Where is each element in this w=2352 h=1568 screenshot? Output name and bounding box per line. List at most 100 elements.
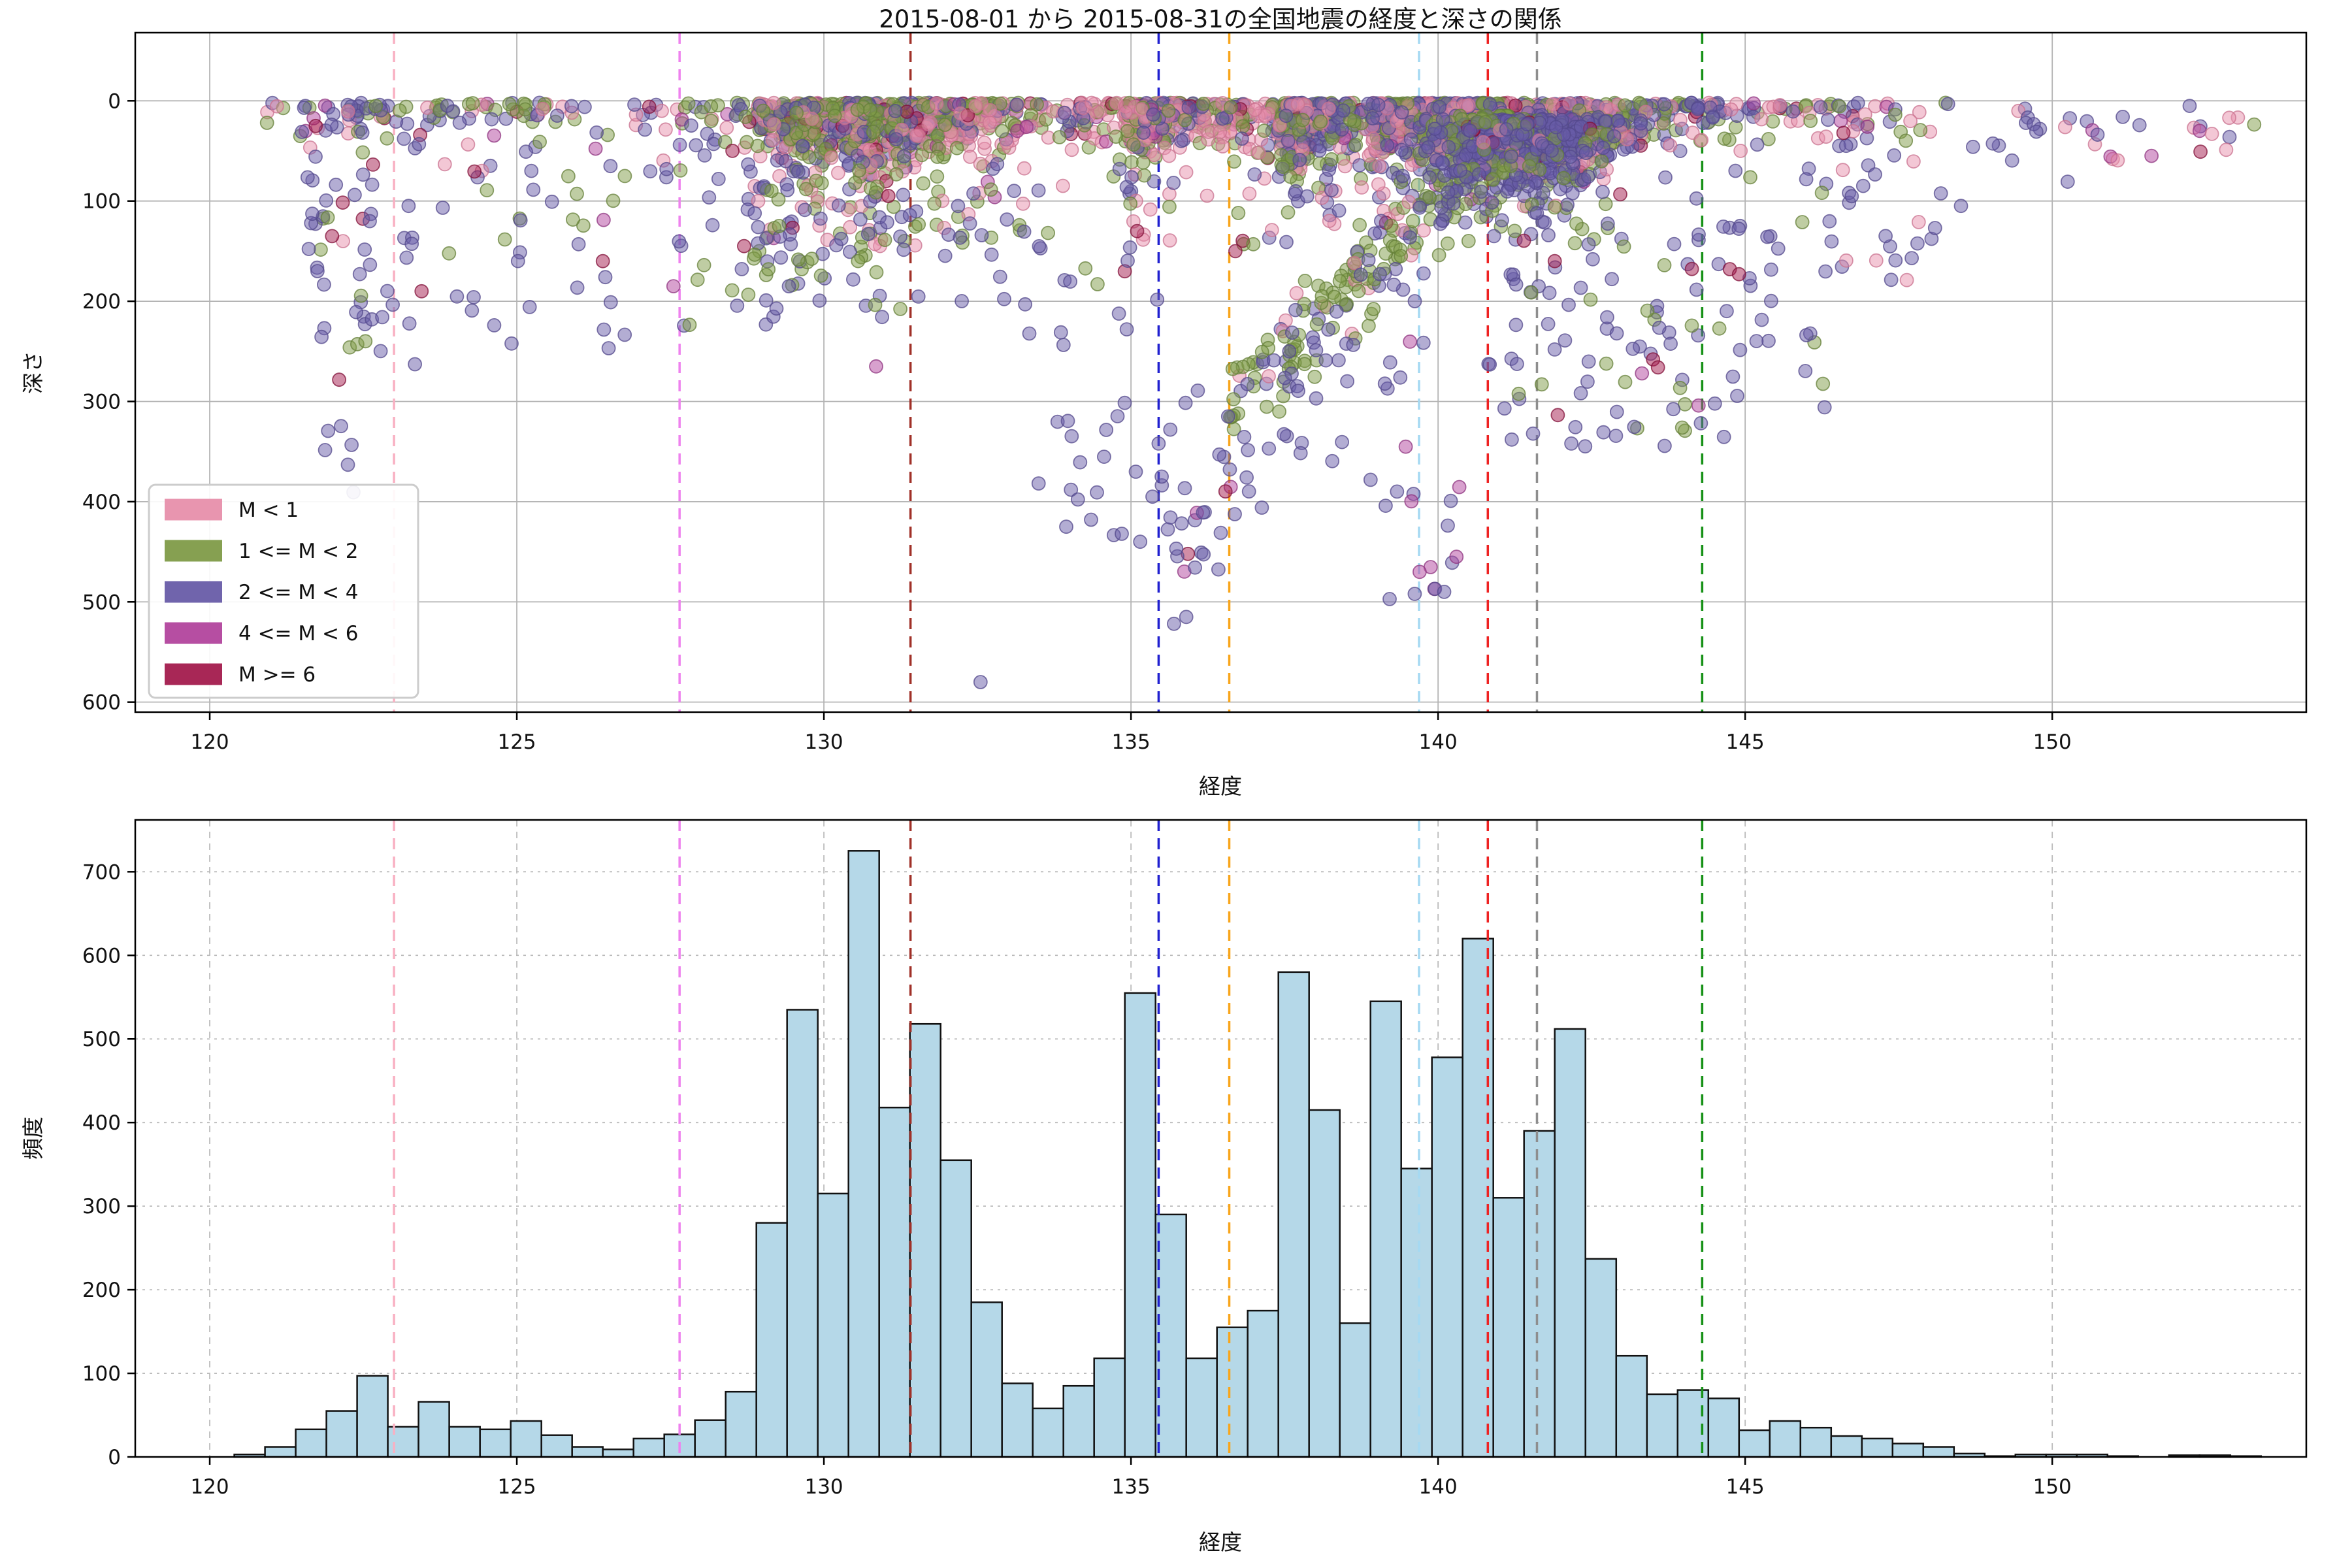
scatter-point xyxy=(1716,429,1731,444)
scatter-point xyxy=(1145,489,1160,504)
scatter-point xyxy=(734,261,749,276)
scatter-point xyxy=(1441,140,1456,155)
scatter-point xyxy=(316,277,331,292)
scatter-point xyxy=(1000,135,1015,150)
scatter-point xyxy=(673,163,688,178)
scatter-point xyxy=(1657,438,1672,453)
scatter-point xyxy=(1367,226,1382,241)
scatter-point xyxy=(1771,241,1786,256)
scatter-point xyxy=(1239,470,1254,485)
hist-bar xyxy=(632,1437,665,1458)
scatter-point xyxy=(1820,112,1835,127)
scatter-point xyxy=(385,297,400,312)
scatter-point xyxy=(690,272,705,287)
scatter-point xyxy=(994,123,1009,139)
scatter-point xyxy=(1325,453,1340,468)
scatter-point xyxy=(1124,170,1139,185)
scatter-point xyxy=(1016,196,1030,211)
x-tick-label: 130 xyxy=(804,730,843,754)
scatter-point xyxy=(1824,234,1839,249)
scatter-point xyxy=(1693,416,1708,431)
scatter-point xyxy=(601,341,616,355)
scatter-point xyxy=(550,108,564,123)
scatter-point xyxy=(1598,197,1613,212)
scatter-point xyxy=(1309,317,1324,332)
scatter-point xyxy=(759,231,774,246)
scatter-point xyxy=(1336,103,1350,118)
chart-title: 2015-08-01 から 2015-08-31の全国地震の経度と深さの関係 xyxy=(879,5,1562,33)
scatter-point xyxy=(1315,289,1330,304)
scatter-point xyxy=(1728,163,1743,178)
scatter-point xyxy=(725,143,740,158)
scatter-point xyxy=(909,128,924,143)
top-ylabel: 深さ xyxy=(20,351,46,394)
scatter-point xyxy=(1437,585,1452,599)
scatter-point xyxy=(1237,430,1252,444)
scatter-point xyxy=(1064,482,1079,497)
scatter-point xyxy=(412,137,427,152)
scatter-point xyxy=(1266,353,1281,368)
scatter-point xyxy=(1878,229,1893,244)
scatter-point xyxy=(420,100,434,115)
scatter-point xyxy=(1428,122,1443,137)
hist-bar xyxy=(725,1390,757,1458)
y-tick-label: 0 xyxy=(108,90,121,113)
hist-bar xyxy=(1646,1393,1679,1458)
scatter-point xyxy=(1331,203,1347,218)
scatter-point xyxy=(866,125,881,139)
scatter-point xyxy=(1716,219,1731,234)
hist-bar xyxy=(1830,1435,1863,1458)
scatter-point xyxy=(1522,159,1537,174)
scatter-point xyxy=(1347,255,1362,270)
scatter-point xyxy=(1307,369,1322,384)
scatter-point xyxy=(1458,197,1473,212)
scatter-point xyxy=(1373,267,1387,282)
scatter-point xyxy=(498,111,514,126)
hist-bar xyxy=(878,1106,911,1458)
scatter-point xyxy=(672,137,687,152)
scatter-point xyxy=(1196,547,1211,562)
scatter-point xyxy=(1691,227,1706,242)
scatter-point xyxy=(1403,335,1418,349)
scatter-point xyxy=(259,116,274,130)
scatter-point xyxy=(831,165,845,180)
scatter-point xyxy=(1084,512,1098,527)
scatter-point xyxy=(1365,111,1380,126)
scatter-point xyxy=(1526,426,1541,441)
scatter-point xyxy=(1386,277,1401,292)
scatter-point xyxy=(363,214,377,229)
scatter-point xyxy=(853,212,868,227)
scatter-point xyxy=(852,163,866,178)
scatter-point xyxy=(465,96,480,110)
scatter-point xyxy=(1281,205,1296,220)
scatter-point xyxy=(1122,240,1137,255)
scatter-point xyxy=(1550,408,1565,423)
bottom-xlabel: 経度 xyxy=(1199,1529,1242,1555)
scatter-point xyxy=(704,99,719,114)
x-tick-label: 145 xyxy=(1726,730,1765,754)
scatter-point xyxy=(930,150,945,164)
scatter-point xyxy=(1749,334,1764,348)
scatter-point xyxy=(1130,223,1145,238)
scatter-point xyxy=(1041,225,1055,240)
scatter-point xyxy=(392,103,407,118)
scatter-point xyxy=(340,457,355,472)
scatter-point xyxy=(1547,342,1562,357)
scatter-point xyxy=(1070,492,1085,507)
scatter-point xyxy=(846,272,860,287)
y-tick-label: 100 xyxy=(82,1362,121,1386)
y-tick-label: 300 xyxy=(82,1195,121,1218)
scatter-point xyxy=(1063,274,1077,289)
bottom-ylabel: 頻度 xyxy=(20,1117,46,1160)
scatter-point xyxy=(2115,109,2131,124)
scatter-point xyxy=(570,186,584,201)
hist-bar xyxy=(1584,1258,1618,1458)
scatter-point xyxy=(893,301,907,316)
scatter-point xyxy=(1227,154,1241,169)
scatter-point xyxy=(1254,500,1269,515)
hist-bar xyxy=(1032,1407,1064,1458)
scatter-point xyxy=(1416,335,1431,350)
scatter-point xyxy=(1816,376,1831,391)
scatter-point xyxy=(519,144,533,159)
scatter-point xyxy=(851,253,866,269)
